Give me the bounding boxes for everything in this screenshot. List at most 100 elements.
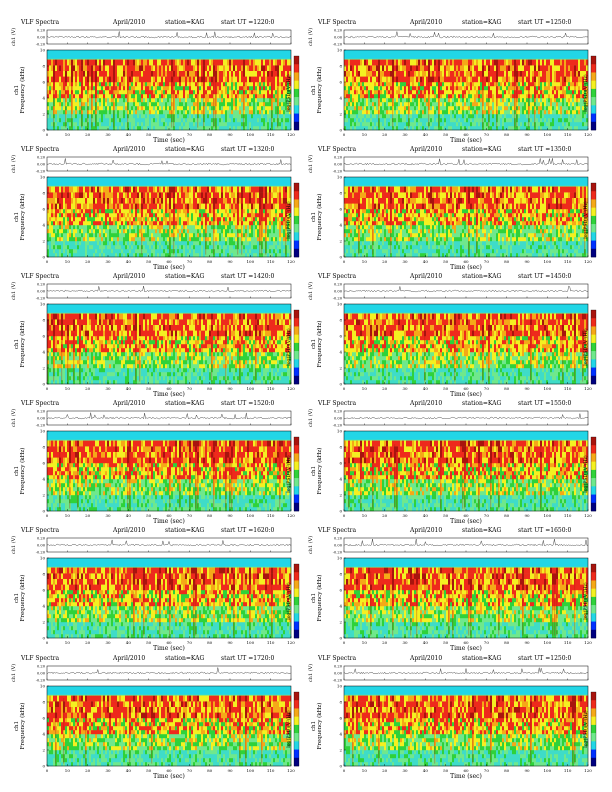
x-tick-label: 80 [207, 768, 213, 773]
x-axis-label: Time (sec) [450, 645, 482, 652]
spectrogram-panel: VLF Spectra April/2010 station=KAG start UT… [305, 526, 605, 654]
x-tick-label: 90 [227, 513, 233, 518]
title-start-time: start UT =1550:0 [518, 399, 571, 408]
y-tick-label: 6 [339, 715, 342, 720]
x-tick-label: 120 [584, 386, 592, 391]
ylabel-line: ch1 [311, 212, 317, 222]
colorbar-label: log(PSD)(V²/Hz) [582, 710, 589, 748]
x-tick-label: 50 [146, 640, 152, 645]
y-tick-label: 0 [339, 127, 342, 132]
x-tick-label: 50 [443, 640, 449, 645]
colorbar-segment [591, 113, 596, 123]
colorbar-label: log(PSD)(V²/Hz) [285, 582, 292, 620]
time-series-tick-label: 0.00 [334, 162, 343, 166]
x-tick-label: 110 [564, 513, 572, 518]
y-tick-label: 0 [42, 381, 45, 386]
x-tick-label: 50 [146, 768, 152, 773]
title-label: VLF Spectra [21, 654, 59, 663]
time-series-tick-label: -0.20 [333, 678, 343, 682]
spectrogram-cells [344, 59, 589, 131]
colorbar-segment [591, 80, 596, 90]
x-tick-label: 30 [402, 132, 408, 137]
time-series-ylabel: ch1 (V) [307, 282, 314, 300]
spectrogram-panel: VLF Spectra April/2010 station=KAG start UT… [305, 18, 605, 146]
x-tick-label: 40 [423, 513, 429, 518]
spectrogram-cells [47, 567, 292, 639]
colorbar-segment [591, 478, 596, 487]
title-label: VLF Spectra [21, 399, 59, 408]
y-tick-label: 2 [42, 365, 45, 370]
colorbar-segment [591, 572, 596, 581]
x-tick-label: 90 [227, 386, 233, 391]
title-date: April/2010 [113, 18, 145, 27]
y-tick-label: 0 [339, 381, 342, 386]
panel-plot: 0.20 0.00 -0.20 ch1 (V) 0 2 4 6 8 10 ch1Frequency … [307, 536, 597, 652]
x-axis-label: Time (sec) [450, 264, 482, 271]
colorbar-segment [591, 700, 596, 709]
ylabel-line: ch1 [311, 593, 317, 603]
colorbar-segment [591, 56, 596, 65]
spectrogram-ylabel: ch1Frequency (kHz) [14, 321, 26, 368]
colorbar-label: log(PSD)(V²/Hz) [582, 328, 589, 366]
title-start-time: start UT =1220:0 [221, 18, 274, 27]
x-tick-label: 110 [564, 259, 572, 264]
colorbar-segment [294, 486, 299, 495]
y-tick-label: 6 [42, 587, 45, 592]
colorbar-segment [294, 596, 299, 606]
time-series-tick-label: 0.20 [37, 536, 46, 540]
spectrogram-cells [344, 313, 589, 385]
y-tick-label: 2 [42, 492, 45, 497]
colorbar-segment [294, 700, 299, 709]
x-tick-label: 110 [267, 768, 275, 773]
y-tick-label: 6 [42, 715, 45, 720]
time-series-frame [46, 665, 292, 681]
x-tick-label: 70 [187, 132, 193, 137]
x-tick-label: 70 [484, 132, 490, 137]
x-tick-label: 30 [105, 132, 111, 137]
x-tick-label: 60 [166, 640, 172, 645]
panel-plot: 0.20 0.00 -0.20 ch1 (V) 0 2 4 6 8 10 ch1Frequency … [307, 409, 597, 525]
colorbar-segment [591, 375, 596, 385]
spectrogram-cells [344, 567, 589, 639]
x-tick-label: 90 [227, 640, 233, 645]
x-tick-label: 100 [247, 513, 255, 518]
x-tick-label: 0 [46, 132, 49, 137]
panel-title: VLF Spectra April/2010 station=KAG start UT… [21, 18, 291, 27]
y-tick-label: 2 [339, 238, 342, 243]
panel-title: VLF Spectra April/2010 station=KAG start UT… [318, 399, 588, 408]
title-station: station=KAG [462, 145, 501, 154]
x-tick-label: 50 [443, 259, 449, 264]
x-tick-label: 70 [484, 513, 490, 518]
ylabel-line: ch1 [14, 466, 20, 476]
colorbar-segment [294, 494, 299, 504]
time-series-tick-label: -0.20 [333, 550, 343, 554]
colorbar-segment [591, 692, 596, 701]
spectrogram-top-band [47, 431, 291, 440]
panel-plot: 0.20 0.00 -0.20 ch1 (V) 0 2 4 6 8 10 ch1Frequency … [10, 664, 300, 780]
ylabel-line: Frequency (kHz) [19, 321, 26, 368]
x-tick-label: 110 [564, 768, 572, 773]
colorbar-segment [294, 478, 299, 487]
x-tick-label: 60 [166, 259, 172, 264]
colorbar-frame [293, 436, 300, 512]
colorbar-frame [590, 436, 597, 512]
title-date: April/2010 [113, 526, 145, 535]
time-series-tick-label: 0.00 [334, 671, 343, 675]
y-tick-label: 10 [337, 174, 343, 179]
x-tick-label: 90 [524, 513, 530, 518]
spectrogram-cells [47, 695, 292, 767]
spectrogram-cells [344, 440, 589, 512]
y-tick-label: 8 [339, 63, 342, 68]
panel-title: VLF Spectra April/2010 station=KAG start UT… [21, 654, 291, 663]
panel-title: VLF Spectra April/2010 station=KAG start UT… [318, 272, 588, 281]
x-tick-label: 40 [126, 640, 132, 645]
time-series-tick-label: -0.20 [333, 42, 343, 46]
panel-title: VLF Spectra April/2010 station=KAG start UT… [21, 526, 291, 535]
colorbar-segment [591, 367, 596, 377]
panel-title: VLF Spectra April/2010 station=KAG start UT… [318, 18, 588, 27]
time-series-ylabel: ch1 (V) [10, 28, 17, 46]
x-tick-label: 30 [105, 640, 111, 645]
time-series-frame [343, 410, 589, 426]
title-start-time: start UT =1250:0 [518, 654, 571, 663]
x-tick-label: 20 [85, 513, 91, 518]
